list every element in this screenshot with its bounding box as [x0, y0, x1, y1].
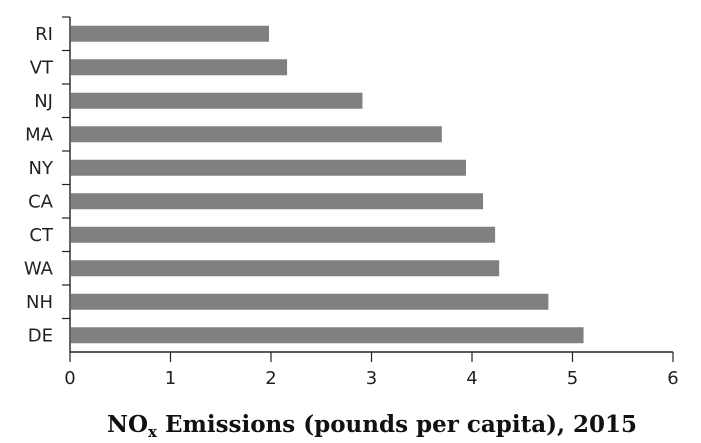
bar-nj [71, 92, 363, 109]
bar-ct [71, 226, 496, 243]
bar-ri [71, 25, 269, 42]
bars-layer [71, 25, 584, 344]
bar-de [71, 327, 584, 344]
y-tick-label-nj: NJ [34, 91, 53, 112]
bar-ny [71, 159, 466, 176]
x-axis-title-subscript: x [148, 423, 158, 441]
x-tick-label-2: 2 [265, 368, 276, 389]
y-tick-label-wa: WA [24, 258, 54, 279]
bar-ma [71, 126, 442, 143]
x-tick-label-6: 6 [667, 368, 678, 389]
y-tick-label-ca: CA [28, 191, 54, 212]
x-axis-title-prefix: NO [107, 411, 148, 438]
bar-wa [71, 260, 500, 277]
x-tick-label-5: 5 [567, 368, 578, 389]
x-tick-label-1: 1 [165, 368, 176, 389]
bar-vt [71, 59, 288, 76]
x-tick-label-3: 3 [366, 368, 377, 389]
y-tick-label-ct: CT [29, 225, 54, 246]
x-ticks: 0 1 2 3 4 5 6 [64, 352, 679, 389]
y-tick-labels: RI VT NJ MA NY CA CT WA NH DE [24, 16, 70, 346]
x-tick-label-4: 4 [466, 368, 477, 389]
y-tick-label-ny: NY [29, 158, 54, 179]
y-tick-label-nh: NH [26, 292, 53, 313]
x-axis-title-suffix: Emissions (pounds per capita), 2015 [157, 411, 637, 438]
y-tick-label-de: DE [28, 325, 53, 346]
bar-nh [71, 293, 549, 310]
y-tick-label-ri: RI [35, 24, 53, 45]
x-tick-label-0: 0 [64, 368, 75, 389]
x-axis-title: NOx Emissions (pounds per capita), 2015 [107, 411, 637, 441]
y-tick-label-ma: MA [25, 124, 54, 145]
bar-ca [71, 193, 484, 210]
y-tick-label-vt: VT [30, 57, 54, 78]
